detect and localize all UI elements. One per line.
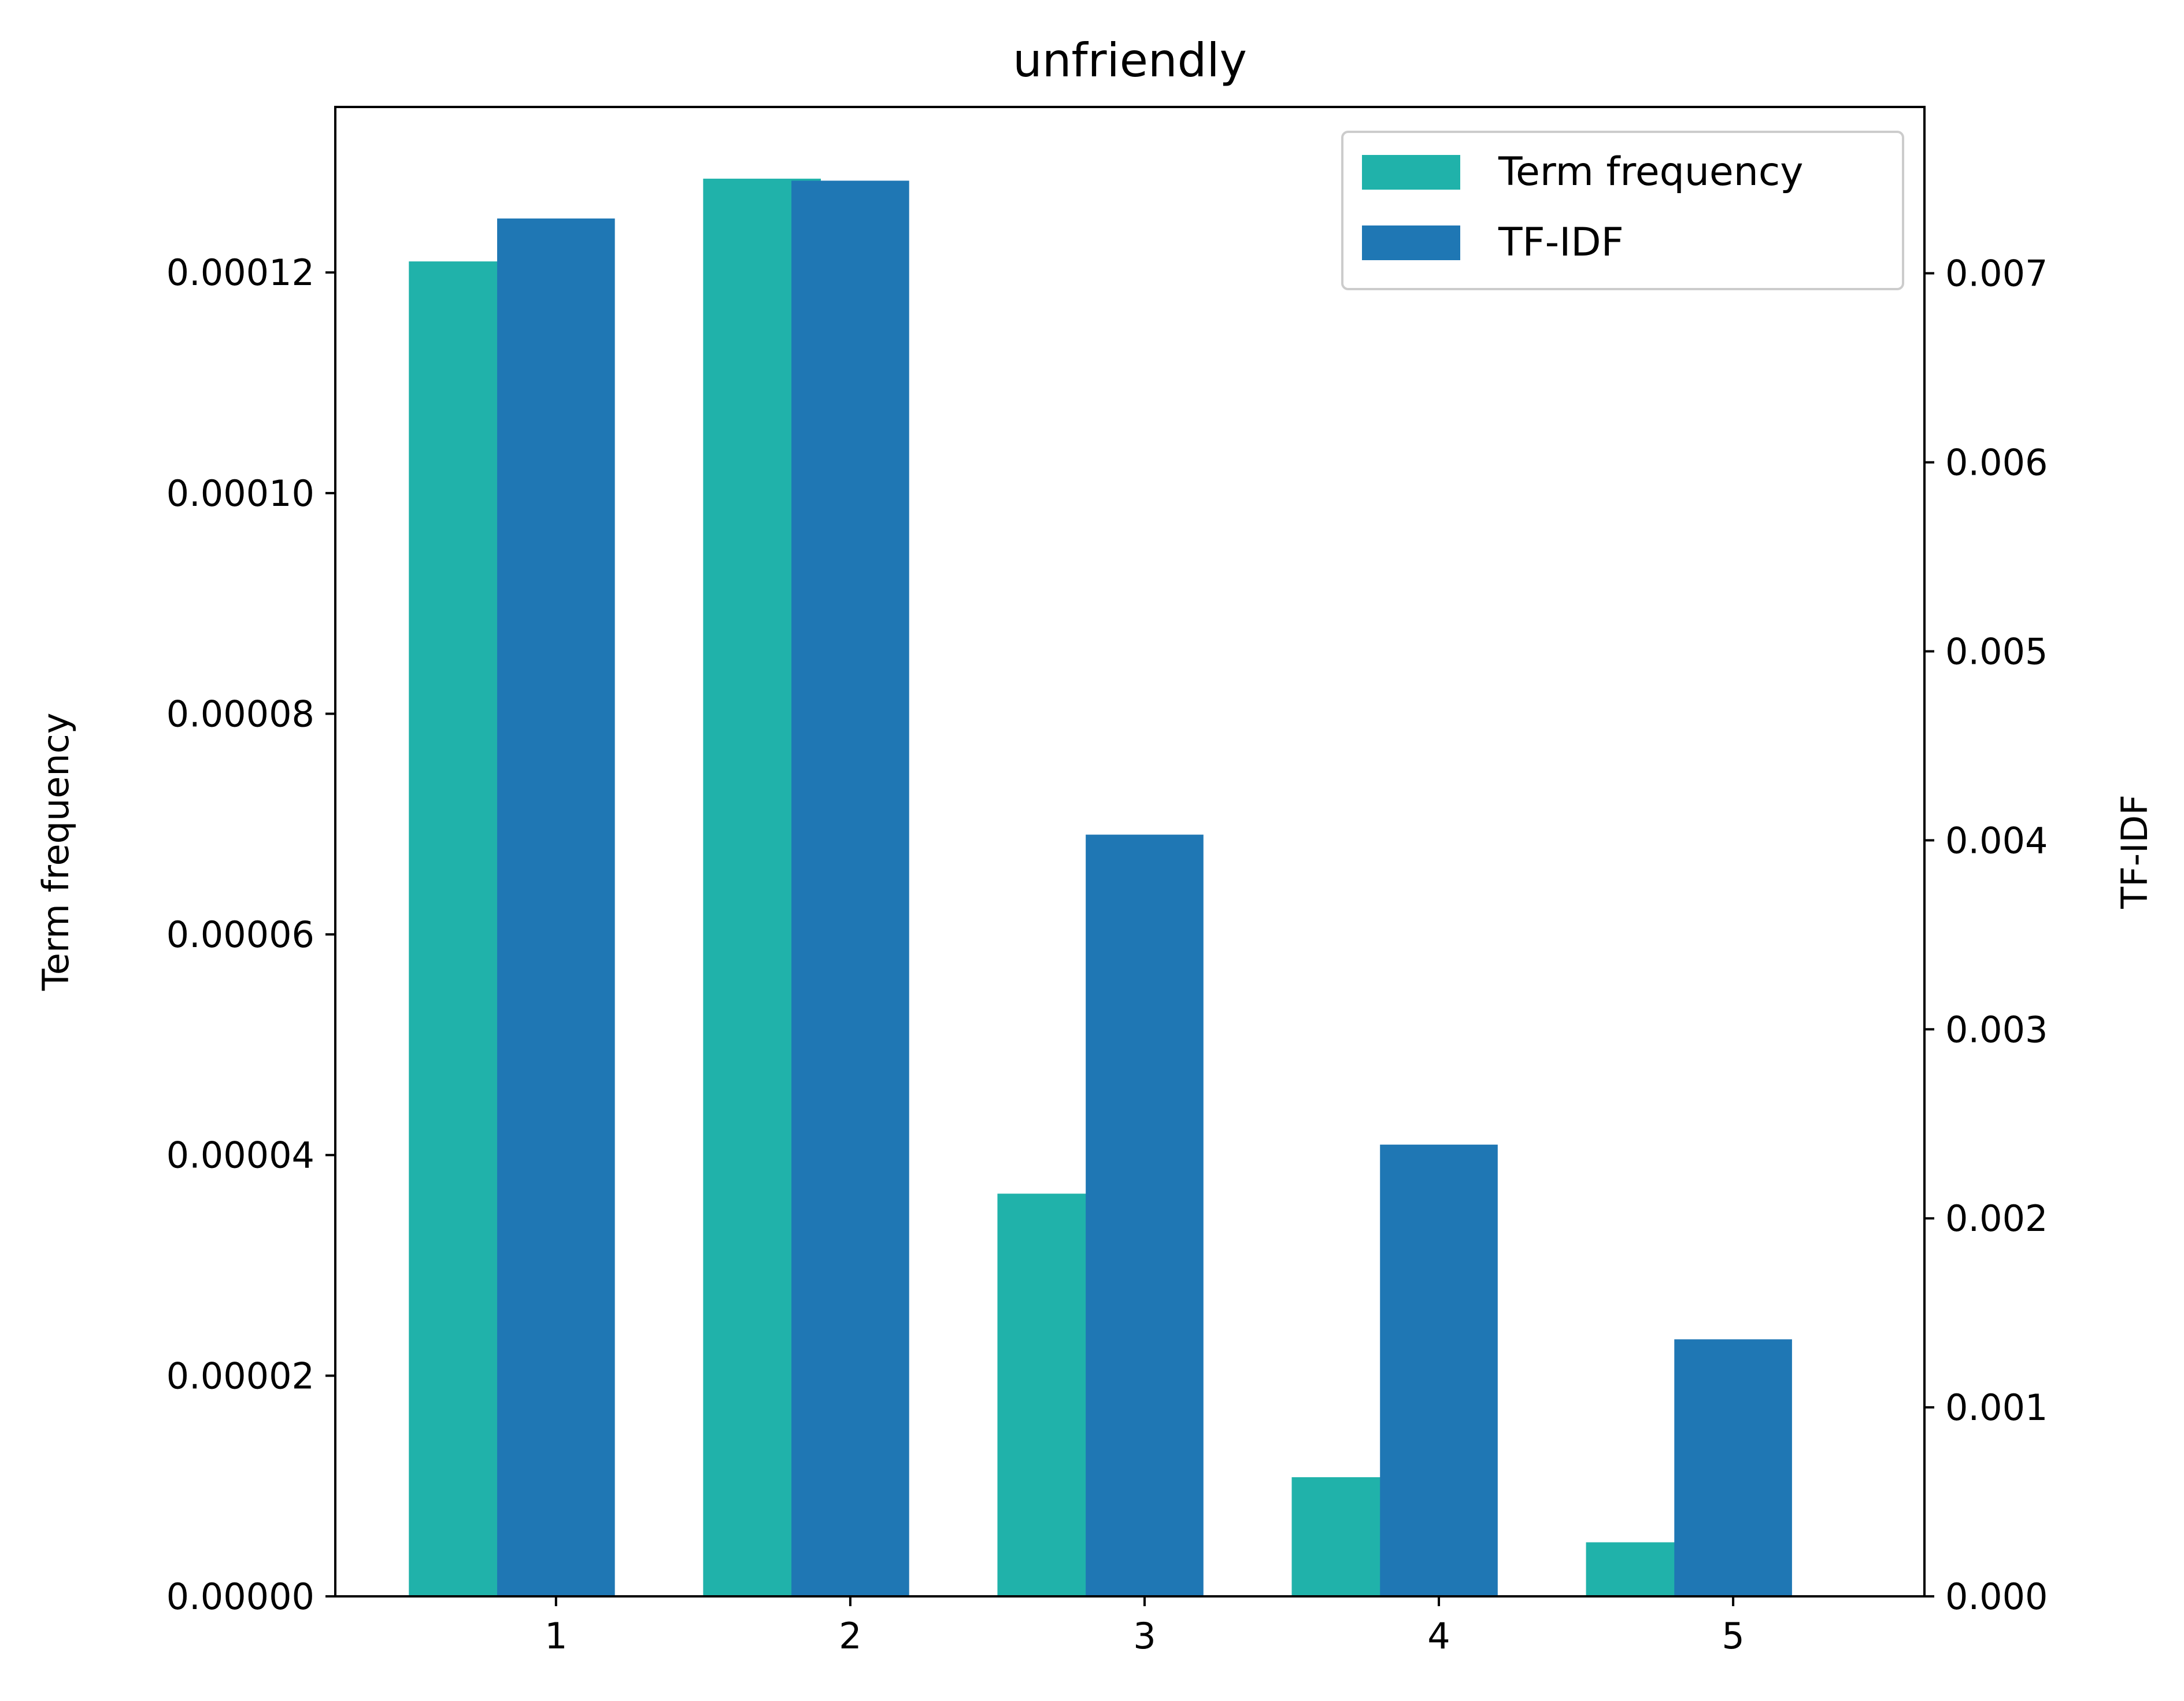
y-left-tick-label: 0.00002: [166, 1355, 314, 1397]
y-left-tick-label: 0.00008: [166, 693, 314, 735]
y-right-tick-label: 0.007: [1945, 253, 2048, 295]
y-axis-label-left: Term frequency: [35, 713, 77, 992]
y-axis-label-right: TF-IDF: [2113, 794, 2156, 909]
x-tick-label: 3: [1133, 1615, 1156, 1657]
bar-tf-idf-2: [791, 180, 909, 1596]
legend-label-term-frequency: Term frequency: [1498, 149, 1804, 195]
x-tick-label: 5: [1722, 1615, 1744, 1657]
y-left-tick-label: 0.00000: [166, 1576, 314, 1618]
chart-title: unfriendly: [1013, 34, 1247, 87]
legend-box: [1341, 131, 1904, 290]
bar-tf-idf-1: [497, 218, 615, 1597]
y-left-tick-label: 0.00012: [166, 252, 314, 294]
y-right-tick-label: 0.004: [1945, 819, 2048, 861]
y-right-tick-label: 0.006: [1945, 442, 2048, 484]
bar-tf-idf-4: [1380, 1144, 1498, 1596]
y-left-tick-label: 0.00010: [166, 472, 314, 515]
plot-frame: [334, 106, 1926, 1598]
legend-swatch-term-frequency: [1362, 155, 1460, 190]
y-left-tick-label: 0.00004: [166, 1134, 314, 1177]
y-left-tick-label: 0.00006: [166, 914, 314, 956]
x-tick-label: 2: [839, 1615, 861, 1657]
legend-label-tf-idf: TF-IDF: [1498, 220, 1624, 265]
legend-swatch-tf-idf: [1362, 225, 1460, 260]
axes-layer: 1 2 3 4 5 0.00000 0.00002 0.00004 0.00006 0.00008…: [166, 106, 2048, 1657]
bar-tf-idf-5: [1674, 1339, 1792, 1596]
y-right-tick-label: 0.001: [1945, 1386, 2048, 1429]
bars-layer: [409, 179, 1792, 1597]
legend: Term frequency TF-IDF: [1341, 131, 1904, 290]
x-tick-label: 1: [545, 1615, 567, 1657]
y-right-tick-label: 0.000: [1945, 1576, 2048, 1618]
y-right-tick-label: 0.003: [1945, 1008, 2048, 1051]
bar-tf-idf-3: [1086, 834, 1204, 1596]
x-tick-label: 4: [1427, 1615, 1450, 1657]
y-right-tick-label: 0.005: [1945, 630, 2048, 672]
y-right-tick-label: 0.002: [1945, 1197, 2048, 1240]
